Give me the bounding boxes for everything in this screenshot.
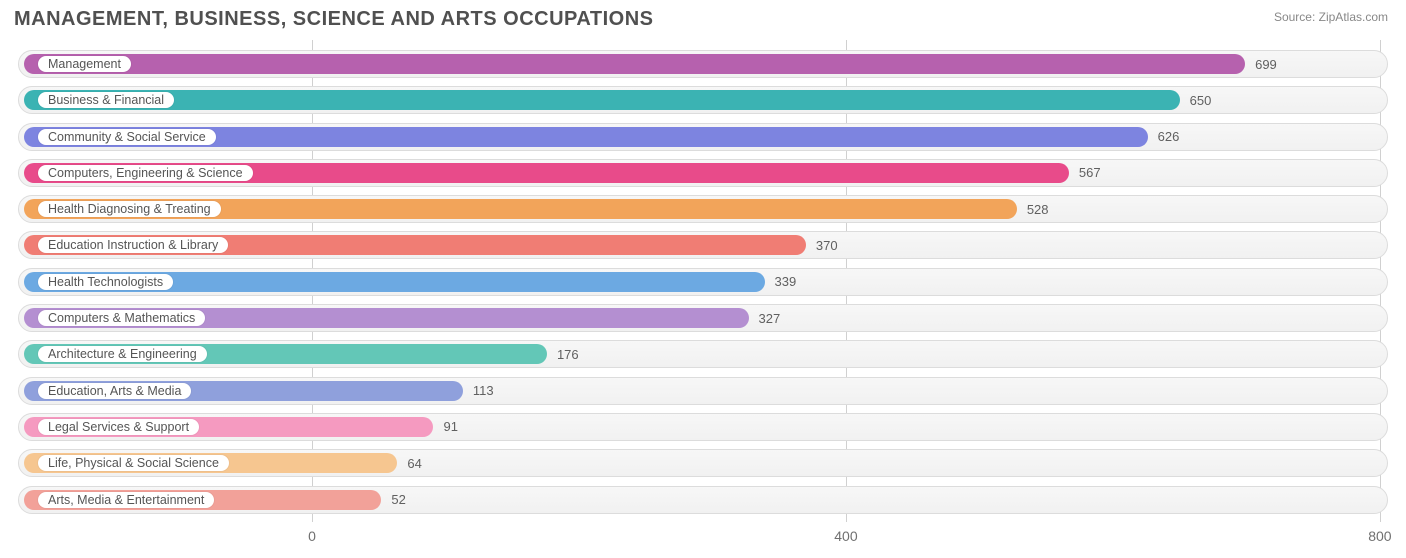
bar-row: Architecture & Engineering 176 [14, 336, 1392, 372]
bar-row: Health Diagnosing & Treating 528 [14, 191, 1392, 227]
category-pill: Education, Arts & Media [38, 383, 191, 399]
value-label: 91 [443, 419, 457, 435]
category-pill: Health Diagnosing & Treating [38, 201, 221, 217]
bar [24, 90, 1180, 110]
category-pill: Arts, Media & Entertainment [38, 492, 214, 508]
value-label: 176 [557, 346, 579, 362]
source-attribution: Source: ZipAtlas.com [1274, 10, 1388, 24]
category-pill: Community & Social Service [38, 129, 216, 145]
bar-row: Management 699 [14, 46, 1392, 82]
bars-group: Management 699 Business & Financial 650 Comm… [14, 46, 1392, 520]
value-label: 528 [1027, 201, 1049, 217]
category-pill: Health Technologists [38, 274, 173, 290]
bar-row: Computers, Engineering & Science 567 [14, 155, 1392, 191]
category-pill: Computers, Engineering & Science [38, 165, 253, 181]
x-tick-label: 800 [1368, 528, 1391, 544]
value-label: 64 [407, 455, 421, 471]
category-pill: Management [38, 56, 131, 72]
value-label: 339 [775, 274, 797, 290]
value-label: 699 [1255, 56, 1277, 72]
x-tick-label: 400 [834, 528, 857, 544]
value-label: 567 [1079, 165, 1101, 181]
category-pill: Legal Services & Support [38, 419, 199, 435]
source-label: Source: [1274, 10, 1315, 24]
x-tick-label: 0 [308, 528, 316, 544]
chart-title: MANAGEMENT, BUSINESS, SCIENCE AND ARTS O… [14, 8, 653, 31]
value-label: 626 [1158, 129, 1180, 145]
bar-row: Computers & Mathematics 327 [14, 300, 1392, 336]
chart-container: MANAGEMENT, BUSINESS, SCIENCE AND ARTS O… [0, 0, 1406, 558]
bar-row: Arts, Media & Entertainment 52 [14, 482, 1392, 518]
category-pill: Computers & Mathematics [38, 310, 205, 326]
bar-row: Business & Financial 650 [14, 82, 1392, 118]
bar-row: Community & Social Service 626 [14, 119, 1392, 155]
value-label: 370 [816, 237, 838, 253]
category-pill: Architecture & Engineering [38, 346, 207, 362]
category-pill: Business & Financial [38, 92, 174, 108]
bar [24, 54, 1245, 74]
plot-area: Management 699 Business & Financial 650 Comm… [14, 40, 1392, 550]
bar-row: Education, Arts & Media 113 [14, 373, 1392, 409]
value-label: 650 [1190, 92, 1212, 108]
category-pill: Life, Physical & Social Science [38, 455, 229, 471]
bar-row: Legal Services & Support 91 [14, 409, 1392, 445]
value-label: 113 [473, 383, 494, 399]
bar-row: Health Technologists 339 [14, 264, 1392, 300]
value-label: 52 [391, 492, 405, 508]
bar-row: Education Instruction & Library 370 [14, 227, 1392, 263]
value-label: 327 [759, 310, 781, 326]
category-pill: Education Instruction & Library [38, 237, 228, 253]
bar-row: Life, Physical & Social Science 64 [14, 445, 1392, 481]
source-site: ZipAtlas.com [1319, 10, 1388, 24]
